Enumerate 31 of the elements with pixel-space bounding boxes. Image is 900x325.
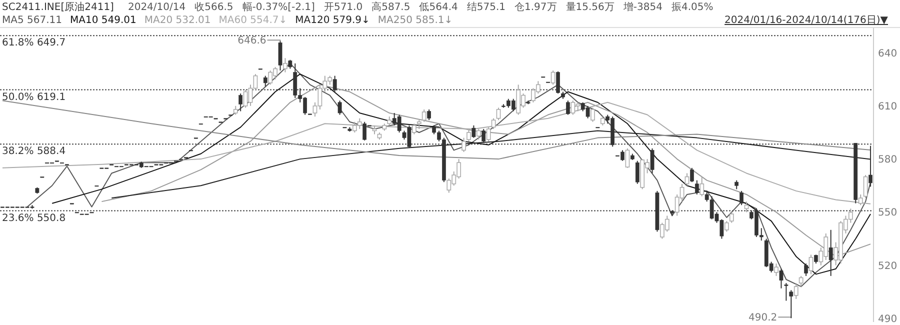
annotation: 490.2 bbox=[748, 312, 778, 324]
header-text: 增-3854 bbox=[623, 2, 662, 13]
y-tick-label: 550 bbox=[878, 208, 898, 219]
range-text: 2024/01/16-2024/10/14(176日)▼ bbox=[724, 15, 888, 26]
extreme-label: 490.2 bbox=[748, 312, 792, 324]
ref-line: 50.0% 619.1 bbox=[0, 89, 874, 103]
header-text: 收566.5 bbox=[194, 2, 234, 13]
header-text: 量15.56万 bbox=[566, 2, 614, 13]
header-text: 高587.5 bbox=[372, 2, 410, 13]
extreme-label: 646.6 bbox=[238, 36, 281, 47]
header-text: 结575.1 bbox=[466, 2, 506, 13]
ref-line-label: 23.6% 550.8 bbox=[2, 212, 66, 224]
y-tick-label: 520 bbox=[878, 260, 898, 272]
header-text: 幅-0.37%[-2.1] bbox=[242, 2, 315, 13]
y-tick-label: 610 bbox=[878, 101, 898, 112]
y-tick-label: 580 bbox=[878, 154, 898, 166]
ref-line-label: 61.8% 649.7 bbox=[2, 38, 66, 49]
header-text: 振4.05% bbox=[671, 2, 714, 13]
annotation: 646.6 bbox=[238, 36, 266, 47]
ref-line-label: 38.2% 588.4 bbox=[2, 146, 66, 158]
y-tick-label: 640 bbox=[878, 48, 898, 60]
header-text: 2024/10/14 bbox=[128, 2, 186, 13]
ref-line-label: 50.0% 619.1 bbox=[2, 92, 66, 103]
header-text: 开571.0 bbox=[324, 2, 363, 13]
header-text: 仓1.97万 bbox=[514, 2, 557, 13]
legend: MA5 567.11 MA10 549.01 MA20 532.01 MA60 554.7↓ MA120 579.9↓ MA250 585.1↓ bbox=[2, 15, 453, 26]
ref-line: 38.2% 588.4 bbox=[0, 144, 874, 158]
y-tick-label: 490 bbox=[878, 314, 898, 325]
ref-line: 23.6% 550.8 bbox=[0, 210, 874, 224]
title: SC2411.INE[原油2411] bbox=[2, 2, 114, 13]
header-text: 低564.4 bbox=[419, 2, 458, 13]
